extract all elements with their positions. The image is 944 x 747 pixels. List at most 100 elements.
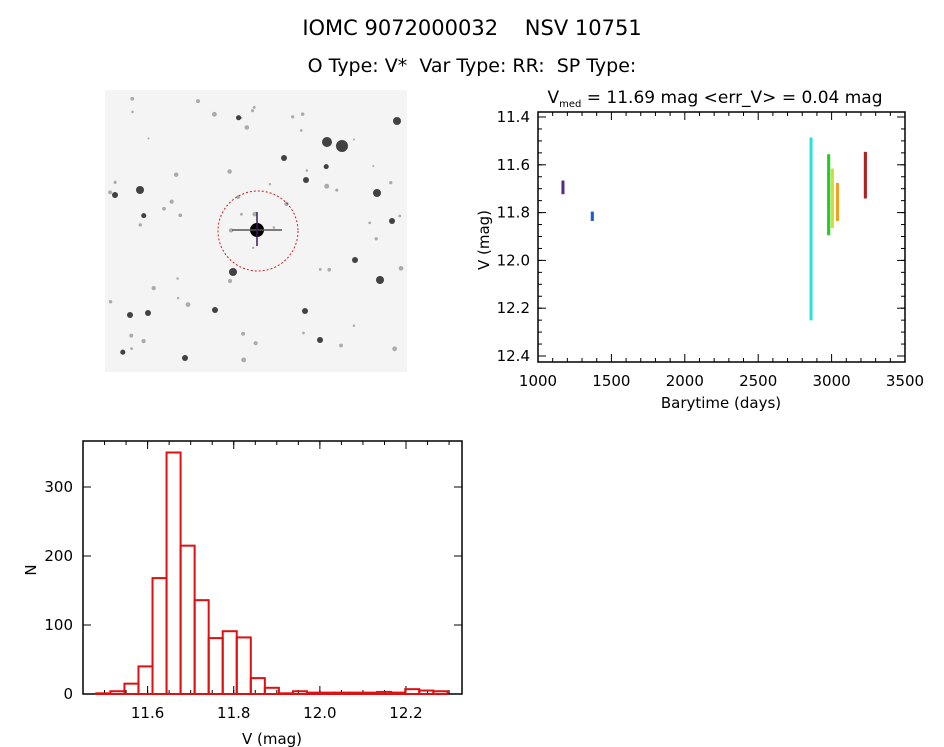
data-point (809, 276, 813, 279)
data-point (863, 153, 867, 156)
star (145, 310, 151, 316)
data-point (809, 245, 813, 248)
data-point (827, 188, 831, 191)
star (108, 300, 113, 304)
data-point (835, 205, 839, 209)
star (141, 339, 146, 344)
data-point (830, 213, 834, 216)
data-point (827, 228, 831, 232)
star (212, 307, 218, 313)
data-point (809, 146, 813, 149)
data-point (809, 237, 813, 241)
data-point (809, 220, 813, 223)
data-point (863, 160, 867, 163)
data-point (809, 309, 813, 312)
y-tick-label: 12.2 (497, 299, 530, 317)
data-point (827, 187, 831, 190)
star (227, 169, 232, 174)
data-point (830, 184, 834, 187)
data-point (809, 219, 813, 222)
star (335, 188, 339, 192)
data-point (809, 184, 813, 188)
data-point (835, 210, 839, 213)
data-point (863, 196, 867, 199)
star (244, 125, 250, 130)
histogram-bar (418, 689, 435, 695)
star (227, 278, 233, 283)
star (112, 192, 118, 198)
data-point (809, 186, 813, 189)
histogram-bar (348, 691, 365, 695)
data-point (835, 190, 839, 193)
data-point (830, 200, 834, 203)
data-point (809, 199, 813, 202)
star (252, 211, 258, 217)
data-point (830, 221, 834, 224)
data-point (863, 176, 867, 179)
data-point (809, 181, 813, 185)
data-point (835, 207, 839, 210)
star (373, 189, 381, 197)
data-point (809, 197, 813, 200)
data-point (830, 185, 834, 188)
data-point (561, 184, 565, 188)
data-point (809, 253, 813, 256)
star (398, 214, 402, 218)
histogram-bar (277, 692, 294, 695)
data-point (809, 170, 813, 173)
star (253, 341, 258, 346)
data-point (863, 169, 867, 172)
data-point (809, 150, 813, 153)
star (323, 164, 329, 170)
data-point (809, 160, 813, 163)
data-point (809, 260, 813, 264)
data-point (863, 192, 867, 195)
data-point (827, 162, 831, 166)
star (196, 99, 200, 104)
data-point (830, 170, 834, 173)
data-point (809, 300, 813, 304)
data-point (827, 214, 831, 217)
data-point (809, 214, 813, 218)
data-point (863, 190, 867, 193)
data-point (827, 161, 831, 164)
data-point (830, 182, 834, 186)
star (318, 267, 322, 271)
data-point (835, 215, 839, 219)
data-point (809, 279, 813, 282)
star (185, 302, 191, 307)
data-point (809, 288, 813, 291)
data-point (830, 223, 834, 226)
x-tick-label: 2000 (666, 372, 704, 390)
data-point (827, 207, 831, 210)
data-point (863, 177, 867, 180)
data-point (827, 225, 831, 229)
data-point (590, 218, 594, 221)
y-tick-label: 0 (63, 685, 73, 703)
data-point (809, 196, 813, 199)
data-point (827, 231, 831, 234)
data-point (809, 176, 813, 179)
data-point (830, 172, 834, 176)
data-point (809, 232, 813, 235)
data-point (809, 193, 813, 196)
star (182, 355, 188, 361)
data-point (561, 181, 565, 185)
data-point (809, 240, 813, 243)
histogram-bar (235, 636, 252, 695)
data-point (809, 243, 813, 246)
data-point (809, 187, 813, 190)
star (176, 296, 180, 300)
star (303, 177, 309, 183)
data-point (827, 164, 831, 167)
data-point (809, 207, 813, 210)
data-point (827, 175, 831, 178)
data-point (809, 140, 813, 143)
data-point (830, 215, 834, 219)
data-point (827, 221, 831, 224)
data-point (590, 211, 594, 214)
data-point (827, 195, 831, 199)
star (299, 129, 303, 132)
